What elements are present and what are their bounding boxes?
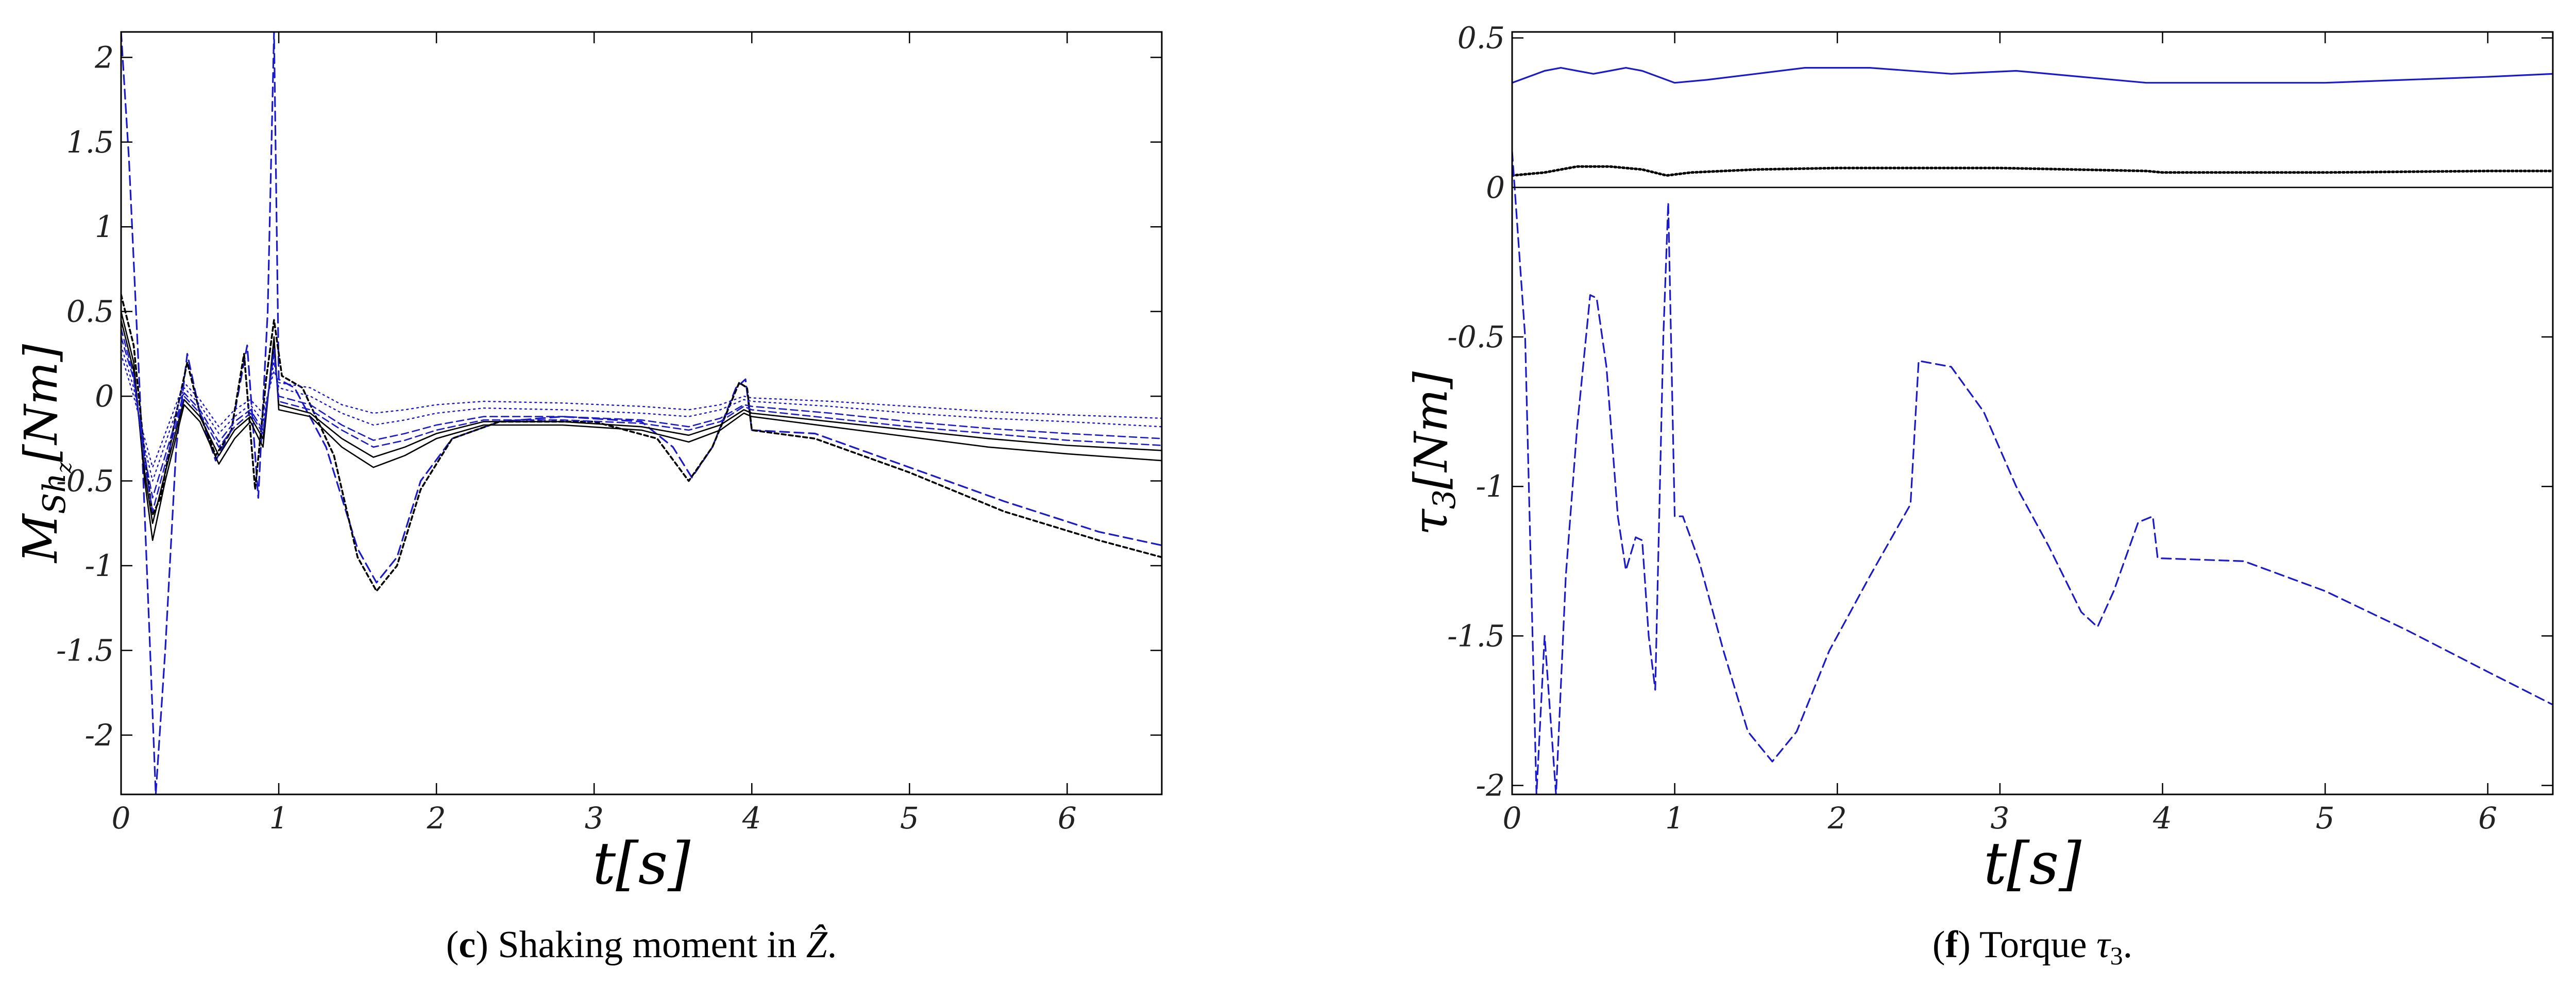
panel-c-ylabel-subsub: z [53,462,76,473]
panel-c-xtick-label: 4 [742,801,761,836]
panel-f-caption-end: . [2123,924,2133,966]
chart-panel-c: 0 1 2 3 4 5 6 2 1.5 1 0.5 0 -0.5 -1 -1.5 -2 MShz[Nm] t[… [13,31,1163,966]
panel-c-ytick-label: 1 [95,209,114,244]
panel-c-series-layer [121,32,1162,794]
panel-f-xtick-label: 6 [2478,801,2497,836]
panel-f-caption: (f) Torque τ3. [1933,924,2132,970]
panel-f-series-line-1 [1512,67,2553,84]
panel-f-ytick-label: -1.5 [1447,618,1505,653]
panel-f-plot-frame [1511,31,2554,795]
panel-f-xtick-label: 5 [2316,801,2335,836]
panel-c-ytick-label: 0 [95,379,114,414]
panel-c-series-line-4 [121,319,1162,524]
panel-f-xtick-label: 3 [1990,801,2009,836]
panel-c-series-line-3 [121,311,1162,541]
panel-f-xlabel: t[s] [1984,830,2081,897]
chart-panel-f: 0 1 2 3 4 5 60.50-0.5-1-1.5-2 τ3[Nm] t[s] (f) … [1403,21,2554,970]
panel-c-xtick-label: 2 [427,801,446,836]
panel-c-ytick-label: 1.5 [66,125,114,160]
panel-c-caption-end: . [827,924,837,966]
panel-f-caption-sub: 3 [2110,941,2123,970]
panel-c-ytick-label: 2 [94,40,114,75]
panel-f-caption-symbol: τ [2096,924,2111,966]
panel-c-series-line-2 [121,294,1162,592]
panel-f-ylabel-unit: [Nm] [1404,371,1458,489]
panel-f-ticks-layer: 0 1 2 3 4 5 6 0.5 0 -0.5 -1 -1.5 -2 [1447,21,2553,836]
panel-c-caption-text: Shaking moment in [498,924,796,966]
panel-c-series-line-6 [121,336,1162,499]
panel-f-series-line-2 [1512,165,2553,177]
panel-c-caption: (c) Shaking moment in Ẑ. [446,924,837,966]
panel-c-ylabel-main: M [13,513,68,564]
panel-c-xtick-label: 6 [1058,801,1077,836]
panel-c-series-line-8 [121,353,1162,468]
panel-f-xtick-label: 4 [2153,801,2172,836]
panel-c-ylabel-sub: Sh [37,473,73,514]
panel-f-caption-letter: f [1945,924,1959,966]
panel-c-ticks-layer: 0 1 2 3 4 5 6 2 1.5 1 0.5 0 -0.5 -1 -1.5 -2 [56,32,1162,836]
panel-f-ytick-label: -1 [1476,469,1505,504]
panel-c-ytick-label: 0.5 [66,294,114,329]
panel-f-ytick-label: -2 [1476,768,1505,803]
panel-f-ytick-label: -0.5 [1447,319,1505,354]
panel-c-series-line-1 [121,32,1162,794]
panel-f-ylabel-main: τ [1403,508,1458,535]
panel-f-ytick-label: 0 [1486,170,1505,205]
panel-c-caption-symbol: Ẑ [806,924,828,966]
panel-f-xtick-label: 1 [1665,801,1684,836]
panel-c-series-line-7 [121,345,1162,482]
panel-c-ytick-label: -0.5 [56,464,114,499]
panel-f-ylabel: τ3[Nm] [1403,371,1463,535]
panel-c-series-line-5 [121,328,1162,513]
panel-c-ytick-label: -1 [85,548,114,583]
panel-c-ytick-label: -1.5 [56,633,114,668]
panel-c-xtick-label: 1 [269,801,289,836]
panel-c-caption-letter: c [459,924,476,966]
panel-c-plot-frame [120,31,1163,795]
panel-f-ytick-label: 0.5 [1458,21,1505,56]
panel-c-ytick-label: -2 [85,718,114,753]
panel-c-xlabel: t[s] [592,830,690,897]
panel-c-xtick-label: 0 [112,801,131,836]
panel-f-caption-text: Torque [1979,924,2087,966]
panel-c-xtick-label: 3 [585,801,604,836]
panel-c-ylabel-unit: [Nm] [14,344,67,462]
panel-f-xtick-label: 2 [1827,801,1847,836]
panel-f-ylabel-sub: 3 [1427,489,1463,509]
panel-c-xtick-label: 5 [900,801,919,836]
panel-c-ylabel: MShz[Nm] [13,344,76,564]
panel-f-series-layer [1512,67,2553,794]
panel-f-xtick-label: 0 [1503,801,1522,836]
panel-f-series-line-4 [1512,150,2553,794]
